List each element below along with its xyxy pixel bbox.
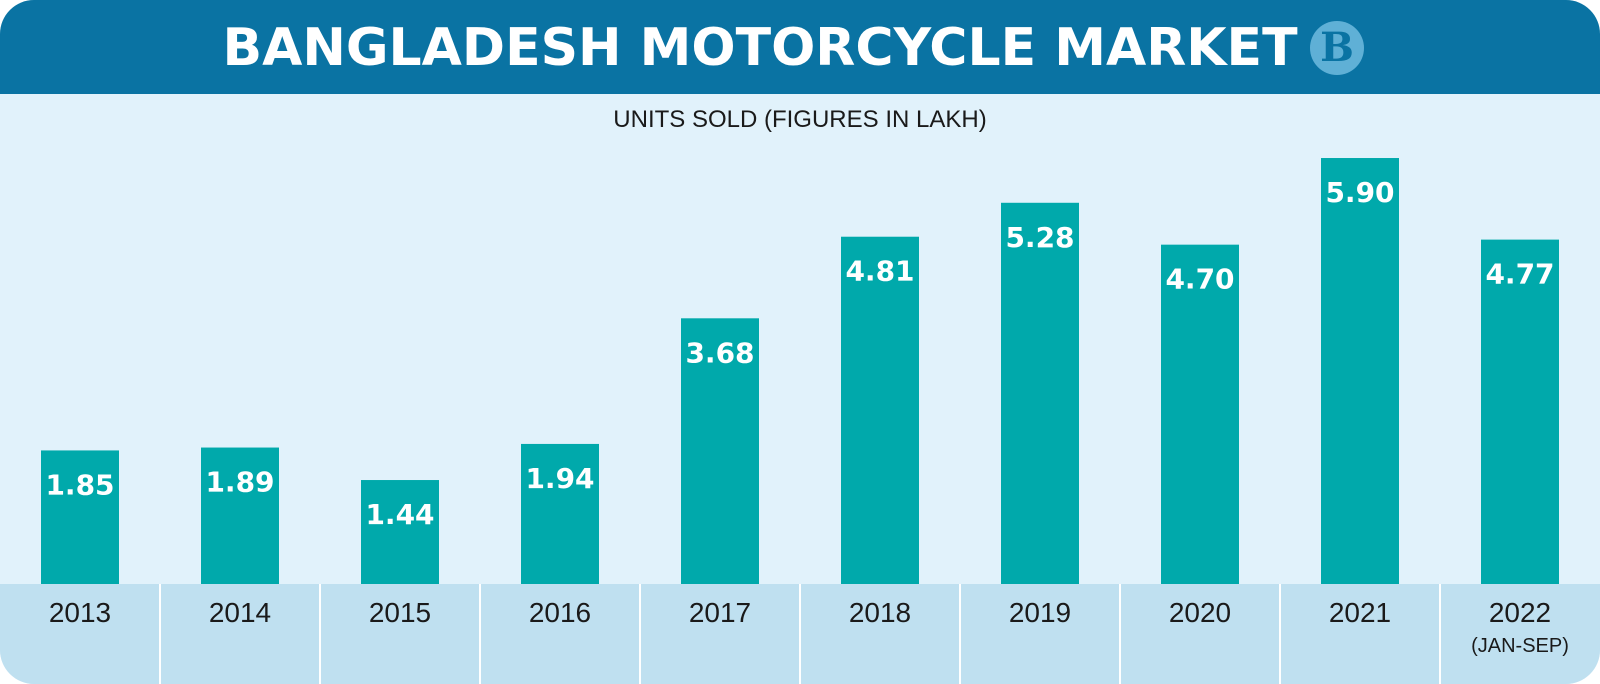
tick-sublabel-2022: (JAN-SEP)	[1471, 635, 1569, 657]
data-label-2021: 5.90	[1325, 176, 1394, 209]
bar-2016	[521, 443, 599, 584]
bar-2017	[681, 318, 759, 584]
tick-label-2020: 2020	[1169, 597, 1231, 628]
tick-label-2016: 2016	[529, 597, 591, 628]
bar-2021	[1321, 158, 1399, 584]
data-label-2018: 4.81	[845, 255, 914, 288]
data-label-2022: 4.77	[1485, 258, 1554, 291]
data-label-2015: 1.44	[365, 498, 434, 531]
tick-label-2014: 2014	[209, 597, 271, 628]
tick-label-2021: 2021	[1329, 597, 1391, 628]
tick-label-2017: 2017	[689, 597, 751, 628]
bar-2020	[1161, 244, 1239, 584]
data-label-2014: 1.89	[205, 466, 274, 499]
tick-label-2019: 2019	[1009, 597, 1071, 628]
tick-label-2015: 2015	[369, 597, 431, 628]
tick-label-2018: 2018	[849, 597, 911, 628]
bar-2013	[41, 450, 119, 584]
bar-2022	[1481, 239, 1559, 584]
tick-label-2022: 2022	[1489, 597, 1551, 628]
tick-label-2013: 2013	[49, 597, 111, 628]
data-label-2017: 3.68	[685, 336, 754, 369]
chart-subtitle: UNITS SOLD (FIGURES IN LAKH)	[613, 106, 987, 133]
data-label-2020: 4.70	[1165, 263, 1234, 296]
bar-2018	[841, 236, 919, 584]
bar-2015	[361, 480, 439, 584]
data-label-2013: 1.85	[45, 468, 114, 501]
data-label-2019: 5.28	[1005, 221, 1074, 254]
chart-title: BANGLADESH MOTORCYCLE MARKET	[222, 18, 1298, 78]
bar-2019	[1001, 202, 1079, 584]
brand-logo-icon: B	[1310, 21, 1364, 75]
bar-2014	[201, 447, 279, 584]
data-label-2016: 1.94	[525, 462, 594, 495]
